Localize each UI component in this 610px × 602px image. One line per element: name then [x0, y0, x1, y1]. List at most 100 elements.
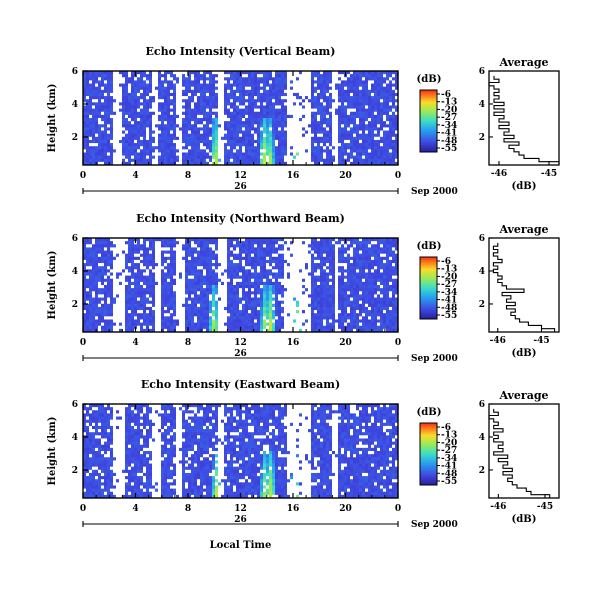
heatmap-cell	[371, 109, 374, 113]
heatmap-cell	[302, 80, 305, 84]
heatmap-cell	[386, 77, 389, 81]
heatmap-cell	[122, 294, 125, 298]
x-tick-label: 0	[80, 171, 86, 181]
heatmap-cell	[95, 112, 98, 116]
heatmap-cell	[161, 241, 164, 245]
heatmap-cell	[206, 279, 209, 283]
heatmap-cell	[233, 159, 236, 163]
heatmap-cell	[167, 149, 170, 153]
heatmap-cell	[323, 137, 326, 141]
heatmap-cell	[152, 313, 155, 317]
heatmap-cell	[245, 260, 248, 264]
heatmap-cell	[326, 90, 329, 94]
heatmap-cell	[164, 266, 167, 270]
heatmap-cell	[173, 285, 176, 289]
heatmap-cell	[245, 241, 248, 245]
heatmap-cell	[173, 272, 176, 276]
heatmap-cell	[104, 137, 107, 141]
heatmap-cell	[272, 112, 275, 116]
heatmap-cell	[239, 102, 242, 106]
heatmap-cell	[143, 307, 146, 311]
heatmap-cell	[146, 80, 149, 84]
heatmap-cell	[86, 93, 89, 97]
heatmap-cell	[242, 115, 245, 119]
heatmap-cell	[170, 102, 173, 106]
heatmap-cell	[386, 102, 389, 106]
heatmap-cell	[134, 124, 137, 128]
heatmap-cell	[104, 254, 107, 258]
heatmap-cell	[242, 298, 245, 302]
heatmap-cell	[131, 77, 134, 81]
heatmap-cell	[176, 121, 179, 125]
heatmap-cell	[86, 159, 89, 163]
heatmap-cell	[296, 80, 299, 84]
heatmap-cell	[224, 137, 227, 141]
heatmap-cell	[377, 152, 380, 156]
heatmap-cell	[173, 276, 176, 280]
heatmap-cell	[206, 301, 209, 305]
heatmap-cell	[275, 96, 278, 100]
heatmap-cell	[155, 310, 158, 314]
heatmap-cell	[383, 96, 386, 100]
heatmap-cell	[119, 301, 122, 305]
heatmap-cell	[314, 77, 317, 81]
heatmap-cell	[131, 272, 134, 276]
heatmap-cell	[155, 282, 158, 286]
heatmap-cell	[215, 152, 218, 156]
heatmap-cell	[182, 84, 185, 88]
heatmap-cell	[254, 115, 257, 119]
heatmap-cell	[377, 146, 380, 150]
heatmap-cell	[209, 87, 212, 91]
heatmap-cell	[113, 276, 116, 280]
heatmap-cell	[179, 254, 182, 258]
heatmap-cell	[122, 105, 125, 109]
heatmap-cell	[98, 241, 101, 245]
heatmap-cell	[140, 140, 143, 144]
heatmap-cell	[86, 121, 89, 125]
heatmap-cell	[242, 156, 245, 160]
heatmap-cell	[170, 301, 173, 305]
heatmap-cell	[146, 149, 149, 153]
heatmap-cell	[308, 84, 311, 88]
heatmap-cell	[188, 96, 191, 100]
heatmap-cell	[368, 152, 371, 156]
heatmap-cell	[248, 298, 251, 302]
heatmap-cell	[137, 291, 140, 295]
heatmap-cell	[95, 80, 98, 84]
heatmap-cell	[119, 124, 122, 128]
heatmap-cell	[107, 319, 110, 323]
heatmap-cell	[167, 121, 170, 125]
heatmap-cell	[266, 156, 269, 160]
profile-y-tick-label: 6	[479, 67, 485, 77]
heatmap-cell	[95, 263, 98, 267]
heatmap-cell	[233, 285, 236, 289]
heatmap-cell	[158, 279, 161, 283]
heatmap-cell	[224, 304, 227, 308]
heatmap-cell	[116, 282, 119, 286]
heatmap-cell	[290, 90, 293, 94]
heatmap-cell	[134, 247, 137, 251]
heatmap-cell	[320, 146, 323, 150]
heatmap-cell	[179, 74, 182, 78]
heatmap-cell	[326, 84, 329, 88]
heatmap-cell	[191, 251, 194, 255]
heatmap-cell	[113, 254, 116, 258]
heatmap-cell	[194, 269, 197, 273]
heatmap-cell	[248, 74, 251, 78]
heatmap-cell	[380, 96, 383, 100]
heatmap-cell	[227, 118, 230, 122]
heatmap-cell	[206, 74, 209, 78]
heatmap-cell	[176, 266, 179, 270]
heatmap-cell	[338, 121, 341, 125]
heatmap-cell	[113, 152, 116, 156]
heatmap-cell	[356, 140, 359, 144]
heatmap-cell	[209, 127, 212, 131]
heatmap-cell	[176, 134, 179, 138]
heatmap-cell	[146, 140, 149, 144]
heatmap-cell	[329, 87, 332, 91]
heatmap-cell	[263, 159, 266, 163]
heatmap-cell	[122, 102, 125, 106]
heatmap-cell	[95, 294, 98, 298]
heatmap-cell	[92, 140, 95, 144]
